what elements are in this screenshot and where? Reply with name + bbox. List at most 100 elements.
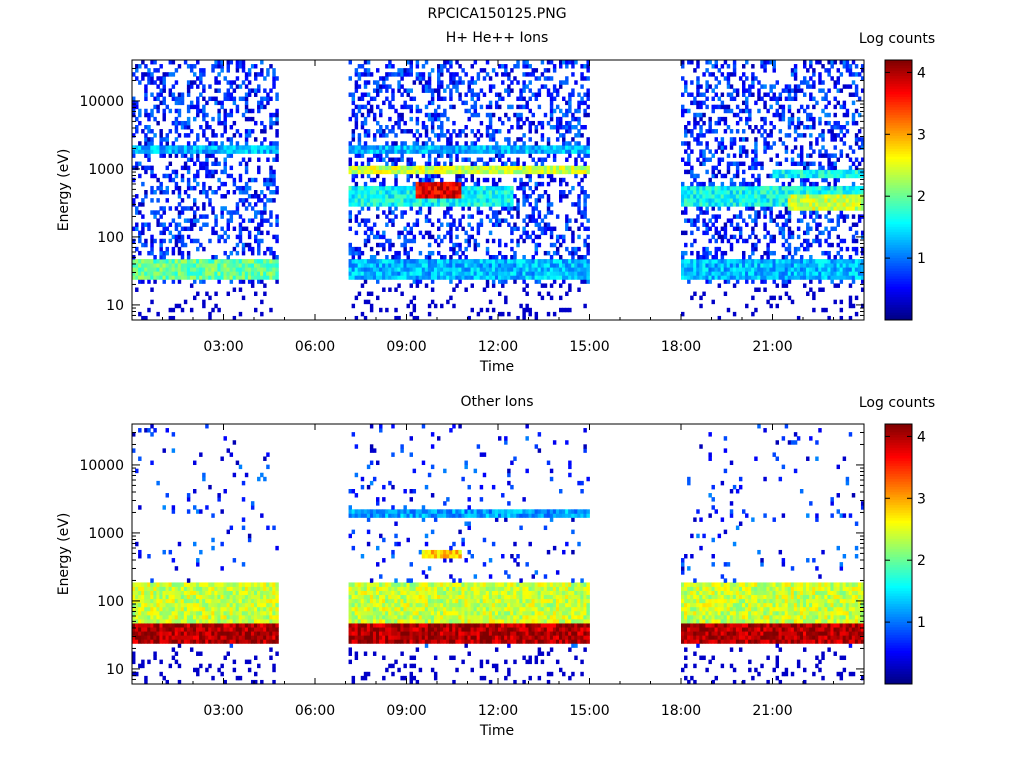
spectrogram-cell — [394, 169, 398, 175]
spectrogram-cell — [787, 202, 792, 207]
spectrogram-cell — [559, 295, 563, 301]
spectrogram-cell — [177, 246, 182, 252]
spectrogram-cell — [577, 275, 581, 280]
spectrogram-cell — [796, 120, 801, 126]
spectrogram-cell — [702, 161, 706, 167]
spectrogram-cell — [196, 259, 200, 264]
spectrogram-cell — [537, 88, 542, 93]
spectrogram-cell — [424, 283, 429, 288]
spectrogram-cell — [363, 68, 368, 73]
spectrogram-cell — [238, 238, 243, 244]
spectrogram-cell — [174, 116, 179, 122]
spectrogram-cell — [565, 181, 569, 187]
spectrogram-cell — [742, 92, 746, 97]
spectrogram-cell — [211, 307, 215, 313]
spectrogram-cell — [833, 267, 837, 272]
spectrogram-cell — [510, 80, 514, 85]
spectrogram-cell — [549, 108, 554, 114]
spectrogram-cell — [574, 161, 578, 167]
spectrogram-cell — [247, 116, 252, 122]
spectrogram-cell — [577, 198, 581, 203]
spectrogram-cell — [830, 198, 834, 203]
spectrogram-cell — [214, 275, 218, 280]
spectrogram-cell — [705, 60, 709, 65]
spectrogram-cell — [754, 194, 758, 199]
spectrogram-cell — [784, 190, 789, 195]
spectrogram-cell — [702, 181, 706, 187]
spectrogram-cell — [183, 226, 188, 232]
spectrogram-cell — [144, 133, 148, 138]
spectrogram-cell — [266, 263, 270, 268]
spectrogram-cell — [504, 169, 508, 175]
spectrogram-cell — [488, 104, 493, 110]
spectrogram-cell — [238, 198, 243, 203]
spectrogram-cell — [763, 84, 767, 89]
spectrogram-cell — [244, 226, 249, 232]
spectrogram-cell — [391, 242, 395, 248]
spectrogram-cell — [174, 145, 179, 150]
spectrogram-cell — [690, 263, 694, 268]
spectrogram-cell — [443, 271, 447, 276]
spectrogram-cell — [189, 145, 194, 150]
spectrogram-cell — [803, 198, 807, 203]
spectrogram-cell — [720, 145, 725, 150]
spectrogram-cell — [818, 267, 822, 272]
spectrogram-cell — [501, 169, 505, 175]
spectrogram-cell — [452, 76, 456, 81]
spectrogram-cell — [449, 226, 453, 232]
spectrogram-cell — [144, 141, 148, 146]
spectrogram-cell — [199, 165, 203, 171]
spectrogram-cell — [223, 169, 227, 175]
spectrogram-cell — [827, 206, 831, 211]
spectrogram-cell — [360, 153, 365, 158]
spectrogram-cell — [235, 210, 240, 215]
spectrogram-cell — [406, 165, 410, 171]
spectrogram-cell — [787, 267, 792, 272]
spectrogram-cell — [501, 165, 505, 171]
spectrogram-cell — [183, 206, 188, 211]
spectrogram-cell — [254, 214, 258, 219]
spectrogram-cell — [787, 194, 792, 199]
spectrogram-cell — [784, 157, 789, 162]
spectrogram-cell — [159, 92, 163, 97]
spectrogram-cell — [446, 68, 450, 73]
spectrogram-cell — [540, 259, 545, 264]
spectrogram-cell — [241, 80, 246, 85]
spectrogram-cell — [159, 181, 163, 187]
spectrogram-cell — [476, 92, 481, 97]
spectrogram-cell — [202, 190, 206, 195]
spectrogram-cell — [516, 145, 520, 150]
spectrogram-cell — [534, 206, 539, 211]
spectrogram-cell — [400, 267, 404, 272]
spectrogram-cell — [769, 185, 773, 191]
spectrogram-cell — [254, 92, 258, 97]
spectrogram-cell — [153, 68, 157, 73]
spectrogram-cell — [738, 181, 743, 187]
spectrogram-cell — [141, 202, 145, 207]
spectrogram-cell — [796, 226, 801, 232]
spectrogram-cell — [388, 206, 392, 211]
spectrogram-cell — [369, 226, 374, 232]
spectrogram-cell — [708, 149, 712, 154]
spectrogram-cell — [415, 267, 420, 272]
spectrogram-cell — [369, 96, 374, 102]
spectrogram-cell — [391, 145, 395, 150]
spectrogram-cell — [754, 145, 758, 150]
spectrogram-cell — [690, 149, 694, 154]
spectrogram-cell — [354, 125, 359, 130]
spectrogram-cell — [479, 202, 484, 207]
spectrogram-cell — [162, 250, 166, 256]
spectrogram-cell — [708, 177, 712, 183]
spectrogram-cell — [790, 202, 795, 207]
spectrogram-cell — [220, 234, 224, 240]
spectrogram-cell — [217, 116, 221, 122]
spectrogram-cell — [430, 116, 435, 122]
spectrogram-cell — [775, 153, 779, 158]
spectrogram-cell — [787, 214, 792, 219]
spectrogram-cell — [150, 299, 154, 305]
spectrogram-cell — [385, 141, 389, 146]
spectrogram-cell — [446, 271, 450, 276]
spectrogram-cell — [449, 259, 453, 264]
spectrogram-cell — [229, 250, 234, 256]
spectrogram-cell — [790, 206, 795, 211]
